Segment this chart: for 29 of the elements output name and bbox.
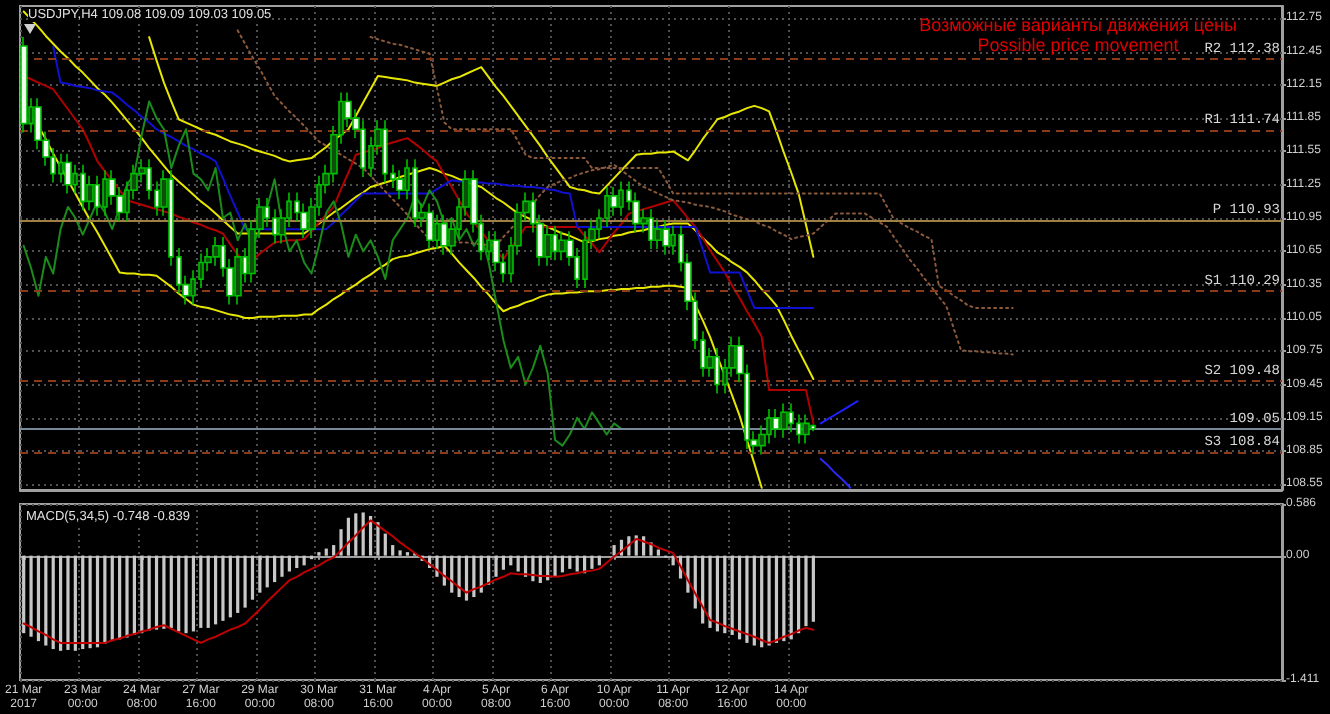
candlestick	[552, 225, 558, 262]
line-series	[22, 74, 815, 425]
candlestick	[558, 230, 566, 262]
line-series	[148, 36, 815, 258]
candlestick	[802, 413, 810, 445]
text: Возможные варианты движения цены	[919, 15, 1237, 35]
line-series	[22, 519, 815, 644]
candlestick	[714, 347, 720, 395]
candlestick	[412, 158, 418, 228]
line-series	[22, 10, 815, 380]
line-series	[52, 46, 815, 309]
candlestick	[382, 119, 388, 184]
text: Possible price movement	[977, 35, 1180, 55]
candlestick	[772, 408, 780, 439]
candlestick	[94, 175, 100, 217]
candlestick	[648, 208, 654, 250]
candlestick	[80, 163, 86, 212]
candlestick	[64, 152, 72, 195]
candlestick	[780, 402, 788, 439]
candlestick	[20, 36, 28, 134]
line-series	[22, 100, 623, 447]
candlestick	[662, 219, 670, 256]
candlestick	[618, 180, 624, 217]
line-series	[819, 400, 859, 425]
candlestick	[234, 247, 242, 306]
candlestick	[440, 213, 448, 256]
candlestick	[102, 169, 108, 217]
line-series	[819, 457, 852, 489]
candlestick	[426, 202, 434, 250]
